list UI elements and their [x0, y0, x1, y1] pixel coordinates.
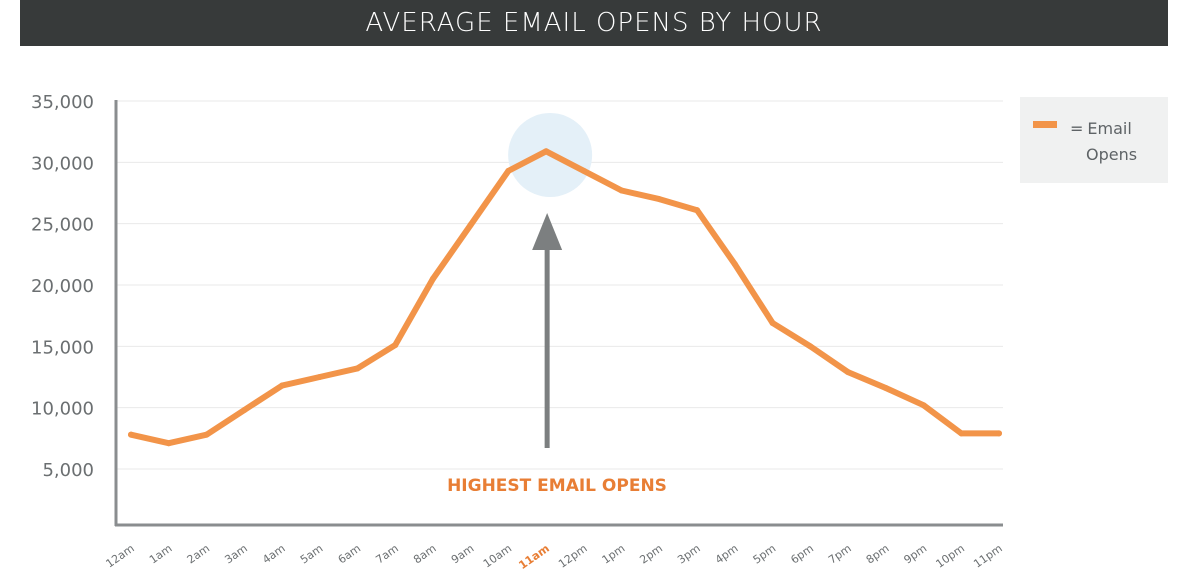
x-tick-label-2pm: 2pm — [637, 542, 665, 567]
x-tick-label-9am: 9am — [449, 542, 477, 567]
y-tick-label-0: 5,000 — [42, 460, 94, 481]
data-point-5am — [316, 374, 323, 380]
series-line-0 — [128, 148, 1002, 447]
data-point-1pm — [618, 187, 625, 194]
data-point-8pm — [882, 385, 889, 392]
y-tick-labels: 5,000 10,000 15,000 20,000 25,000 30,000 35,00… — [31, 92, 94, 481]
y-tick-label-6: 35,000 — [31, 92, 94, 113]
x-tick-label-6am: 6am — [336, 542, 364, 567]
x-tick-label-9pm: 9pm — [902, 542, 930, 567]
x-tick-label-8am: 8am — [411, 542, 439, 567]
series-email-opens — [128, 148, 1002, 447]
x-tick-label-6pm: 6pm — [788, 542, 816, 567]
data-point-4am — [278, 382, 285, 389]
data-point-1am — [165, 440, 172, 447]
legend-label-line1: Email — [1087, 119, 1132, 138]
y-tick-label-3: 20,000 — [31, 276, 94, 297]
x-tick-label-7pm: 7pm — [826, 542, 854, 567]
x-tick-label-3pm: 3pm — [675, 542, 703, 567]
y-tick-label-4: 25,000 — [31, 215, 94, 236]
x-tick-labels: 12am 1am 2am 3am 4am 5am 6am 7am 8am 9am 10am 11am 1… — [103, 542, 1004, 572]
x-tick-label-8pm: 8pm — [864, 542, 892, 567]
data-point-11pm — [996, 430, 1002, 437]
data-point-12am — [128, 431, 134, 438]
x-tick-label-10pm: 10pm — [934, 542, 967, 571]
legend-swatch — [1033, 121, 1057, 128]
data-point-10am — [505, 167, 512, 174]
data-point-2am — [203, 431, 210, 438]
data-point-2pm — [656, 196, 663, 203]
x-tick-label-2am: 2am — [185, 542, 213, 567]
data-point-7am — [392, 342, 399, 349]
data-point-12pm — [580, 167, 587, 174]
data-point-8am — [429, 275, 436, 282]
x-tick-label-12pm: 12pm — [556, 542, 589, 571]
y-tick-label-1: 10,000 — [31, 399, 94, 420]
data-point-9am — [467, 221, 474, 228]
data-point-3am — [241, 407, 248, 414]
data-point-7pm — [845, 369, 852, 376]
x-tick-label-12am: 12am — [103, 542, 136, 571]
annotation-label: HIGHEST EMAIL OPENS — [447, 476, 667, 496]
grid-lines — [116, 100, 1003, 470]
data-point-6am — [354, 365, 361, 372]
data-point-5pm — [769, 320, 776, 327]
x-tick-label-10am: 10am — [481, 542, 514, 571]
x-tick-label-7am: 7am — [373, 542, 401, 567]
chart-title: AVERAGE EMAIL OPENS BY HOUR — [20, 0, 1168, 46]
legend: = Email Opens — [1020, 97, 1168, 183]
y-tick-label-5: 30,000 — [31, 153, 94, 174]
x-tick-label-5am: 5am — [298, 542, 326, 567]
x-tick-label-11pm: 11pm — [971, 542, 1004, 571]
data-point-6pm — [807, 343, 814, 350]
legend-equals: = — [1070, 119, 1084, 138]
legend-label: = Email Opens — [1070, 116, 1166, 168]
data-point-3pm — [694, 207, 701, 214]
x-tick-label-5pm: 5pm — [751, 542, 779, 567]
legend-label-line2: Opens — [1086, 145, 1138, 164]
x-tick-label-3am: 3am — [222, 542, 250, 567]
annotation-arrow-head — [532, 213, 563, 250]
data-point-4pm — [731, 261, 738, 268]
x-tick-label-1am: 1am — [147, 542, 175, 567]
data-point-9pm — [920, 402, 927, 409]
x-tick-label-4am: 4am — [260, 542, 288, 567]
axes — [114, 100, 1003, 527]
data-point-11am — [543, 148, 550, 155]
x-tick-label-4pm: 4pm — [713, 542, 741, 567]
x-tick-label-11am: 11am — [516, 542, 551, 572]
y-tick-label-2: 15,000 — [31, 337, 94, 358]
annotation: HIGHEST EMAIL OPENS — [447, 213, 667, 496]
data-point-10pm — [958, 430, 965, 437]
x-tick-label-1pm: 1pm — [600, 542, 628, 567]
